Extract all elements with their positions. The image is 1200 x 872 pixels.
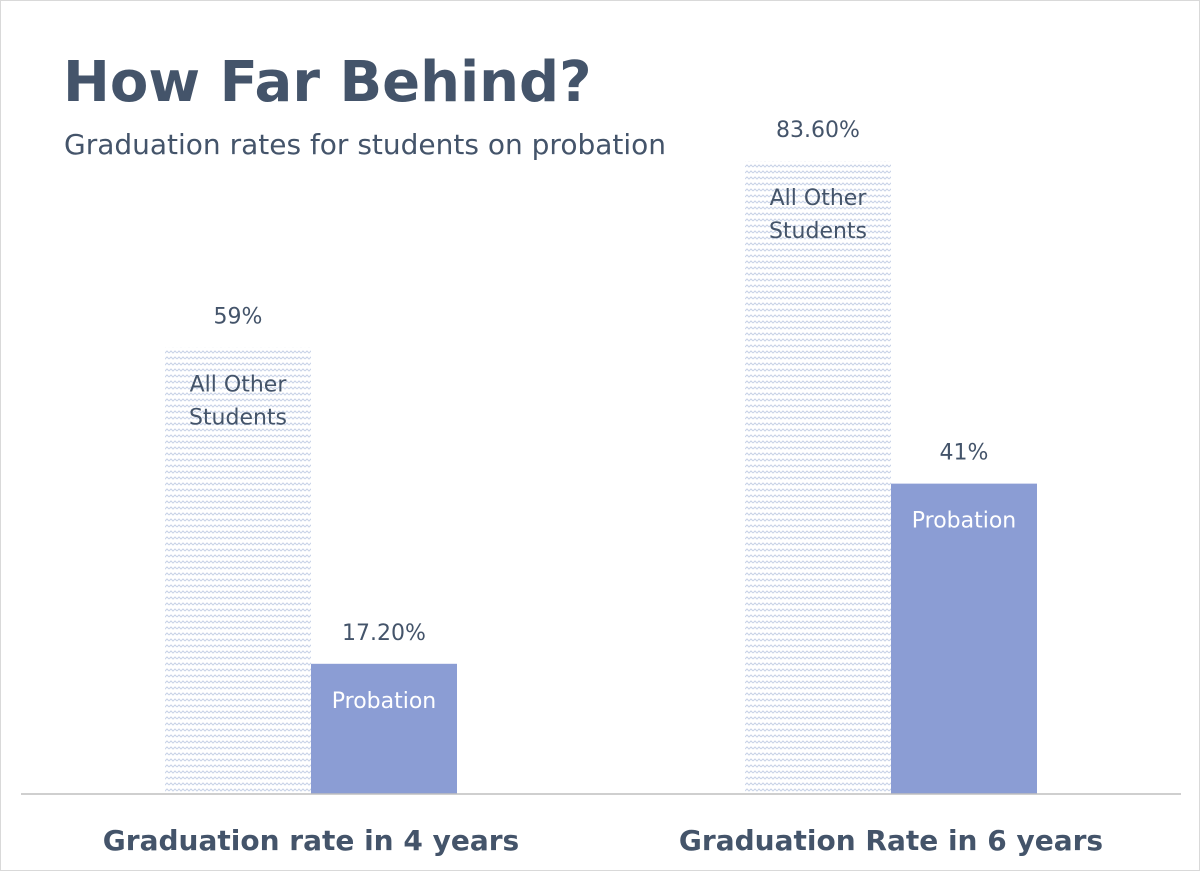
data-label: 59%: [214, 304, 263, 329]
data-label: 83.60%: [776, 118, 860, 143]
bar-inside-label: Students: [769, 219, 867, 244]
bar-inside-label: Probation: [332, 689, 437, 714]
bar-series1-cat1: [165, 347, 311, 794]
plot-area: 59% All Other Students 17.20% Probation Gradu…: [103, 118, 1103, 857]
bar-inside-label: All Other: [770, 186, 868, 211]
chart-subtitle: Graduation rates for students on probati…: [64, 128, 666, 161]
chart-title: How Far Behind?: [63, 50, 592, 115]
data-label: 41%: [940, 441, 989, 466]
bar-series1-cat2: [745, 161, 891, 794]
x-tick-label: Graduation Rate in 6 years: [679, 824, 1103, 857]
bar-series2-cat1: [311, 663, 457, 794]
data-label: 17.20%: [342, 621, 426, 646]
x-tick-label: Graduation rate in 4 years: [103, 824, 519, 857]
bar-series2-cat2: [891, 483, 1037, 794]
bar-inside-label: All Other: [190, 372, 288, 397]
bar-inside-label: Students: [189, 405, 287, 430]
bar-inside-label: Probation: [912, 509, 1017, 534]
